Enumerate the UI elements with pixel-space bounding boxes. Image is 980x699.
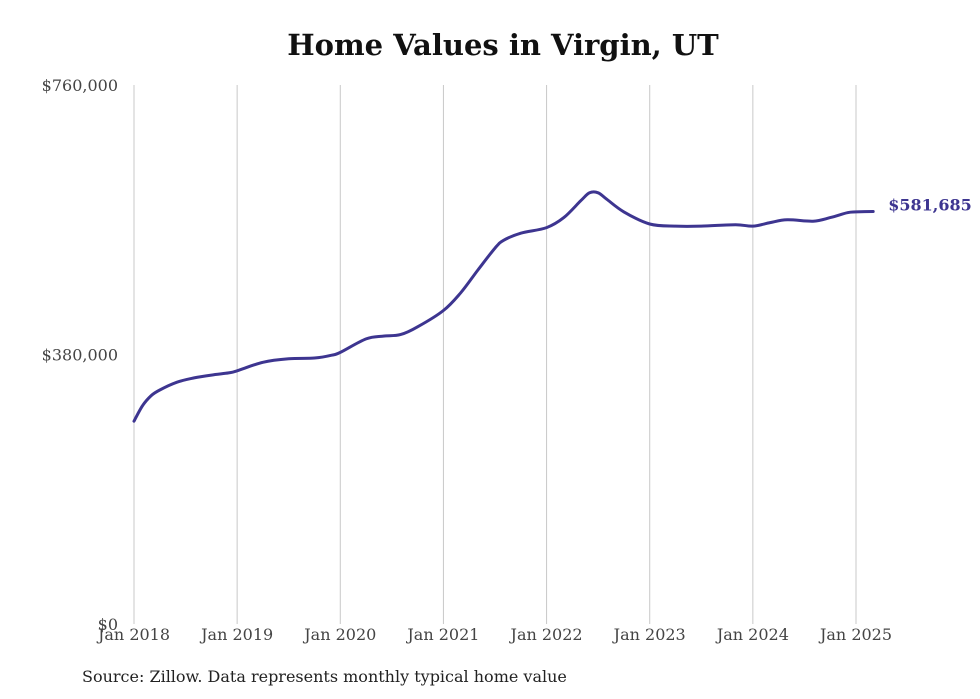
y-tick-label-1: $380,000: [42, 346, 118, 365]
y-axis-ticks: $0 $380,000 $760,000: [42, 76, 118, 634]
x-axis-ticks: Jan 2018 Jan 2019 Jan 2020 Jan 2021 Jan 2022…: [96, 625, 892, 644]
x-tick-label-4: Jan 2022: [509, 625, 583, 644]
x-tick-label-1: Jan 2019: [199, 625, 273, 644]
y-tick-label-2: $760,000: [42, 76, 118, 95]
x-tick-label-7: Jan 2025: [818, 625, 892, 644]
x-tick-label-5: Jan 2023: [612, 625, 686, 644]
chart-title: Home Values in Virgin, UT: [287, 28, 719, 62]
y-tick-label-0: $0: [98, 615, 118, 634]
gridlines: [133, 85, 857, 624]
series-line-home-value: [132, 190, 875, 423]
x-tick-label-6: Jan 2024: [715, 625, 789, 644]
end-value-label: $581,685: [888, 195, 972, 214]
x-tick-label-0: Jan 2018: [96, 625, 170, 644]
source-note: Source: Zillow. Data represents monthly …: [82, 667, 567, 686]
x-tick-label-2: Jan 2020: [302, 625, 376, 644]
x-tick-label-3: Jan 2021: [405, 625, 479, 644]
